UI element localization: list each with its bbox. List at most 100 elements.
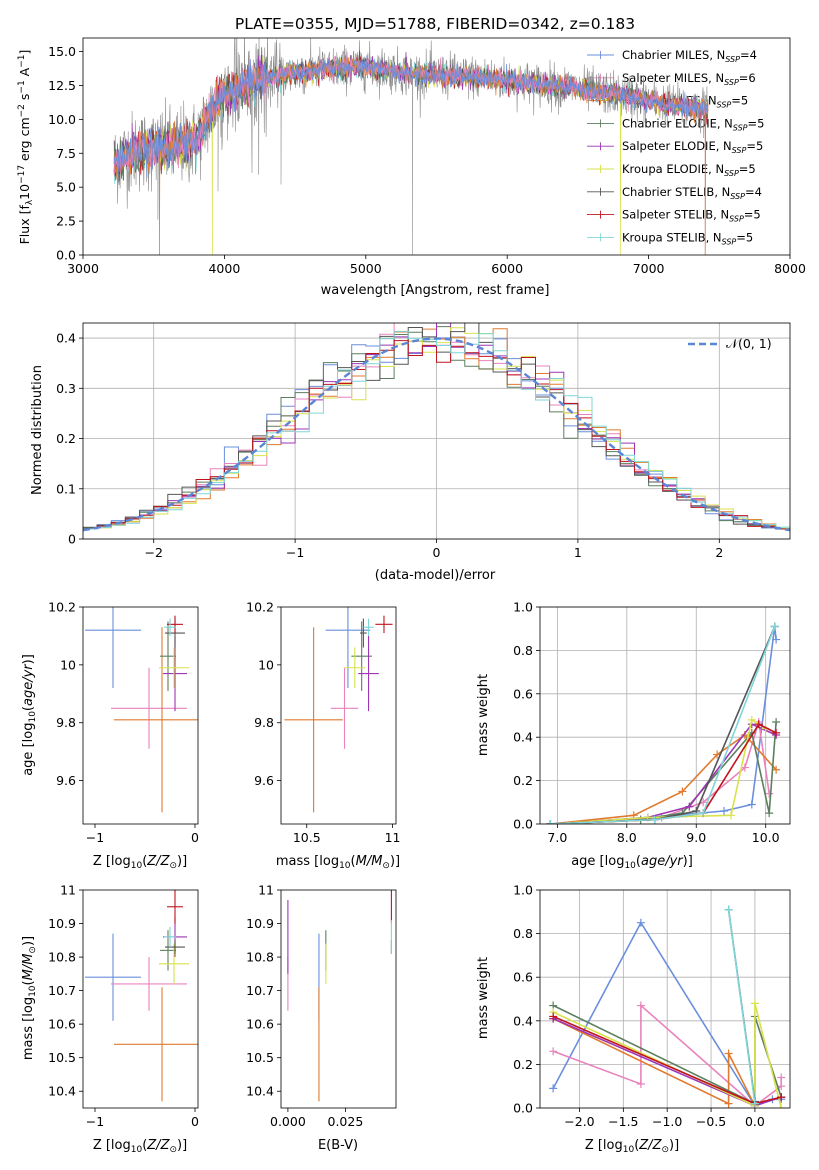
weight_vs_Z-axes: −2.0 −1.5 −1.0 −0.5 0.0 0.0 0.2 0.4 0.6 0.8 1.0 (513, 883, 791, 1129)
age_vs_mass-plot-area (284, 607, 393, 813)
weight_vs_Z-ytick-label: 0.0 (513, 1101, 533, 1116)
spectrum-line-observed (113, 38, 709, 255)
weight_vs_Z-line-kroupa_stelib (727, 909, 756, 1104)
mass_vs_Z-ytick-label: 10.4 (48, 1084, 76, 1099)
age_vs_mass-ytick-label: 9.8 (254, 715, 274, 730)
mass_vs_ebv-ytick-label: 10.6 (246, 1017, 274, 1032)
weight_vs_age-marker-chabrier_elodie (765, 809, 774, 818)
residuals-plot-area (83, 323, 790, 539)
panels: 3000 4000 5000 6000 7000 80000.02.55.07.510.0… (48, 37, 806, 1130)
spectrum-frame (82, 37, 791, 256)
mass_vs_ebv-xtick-label: 0.025 (328, 1114, 364, 1129)
mass_vs_Z-ytick-label: 10.5 (48, 1050, 76, 1065)
mass_vs_ebv-ytick-label: 10.5 (246, 1050, 274, 1065)
weight_vs_age-marker-salpeter_stelib (754, 720, 763, 729)
age_vs_mass-frame (280, 606, 397, 825)
age-vs-mass-xlabel: mass [log10(M/M⊙)] (276, 854, 400, 871)
weight_vs_Z-line-kroupa_miles (552, 1017, 756, 1107)
legend-label-chabrier_miles: Chabrier MILES, NSSP=4 (622, 48, 757, 64)
mass_vs_ebv-ytick-label: 11 (258, 883, 274, 898)
age_vs_mass-point-salpeter_stelib (375, 615, 393, 634)
age_vs_Z-point-kroupa_stelib (164, 618, 176, 636)
weight_vs_age-marker-salpeter_stelib (772, 728, 781, 737)
spectrum-xlabel: wavelength [Angstrom, rest frame] (321, 283, 550, 298)
age_vs_Z-xtick-label: −1 (86, 830, 104, 845)
age_vs_mass-point-kroupa_stelib (363, 618, 374, 636)
mass_vs_ebv-frame (280, 889, 397, 1109)
age_vs_Z-point-chabrier_miles (85, 607, 141, 689)
weight_vs_age-marker-kroupa_elodie (726, 811, 735, 820)
age_vs_Z-point-salpeter_elodie (163, 635, 187, 712)
weight_vs_Z-xtick-label: −2.0 (564, 1114, 594, 1129)
spectrum-line-kroupa_miles (113, 57, 709, 255)
spectrum-ytick-label: 12.5 (48, 78, 76, 93)
spectrum-axes: 3000 4000 5000 6000 7000 8000 0.0 2.5 5.0 7.5 10.0… (48, 37, 806, 276)
age_vs_Z-point-kroupa_elodie (159, 647, 189, 689)
spectrum-line-chabrier_miles (113, 55, 709, 179)
weight_vs_Z-ytick-label: 0.4 (513, 1013, 533, 1028)
mass_vs_Z-plot-area (85, 890, 198, 1102)
weight_vs_age-marker-chabrier_elodie (772, 718, 781, 727)
weight_vs_age-xtick-label: 10.0 (752, 830, 780, 845)
age_vs_mass-point-kroupa_elodie (344, 647, 366, 689)
weight_vs_Z-marker-salpeter_miles (777, 1082, 786, 1091)
age_vs_Z-frame (82, 606, 199, 825)
age_vs_mass-axes: 10.5 11 9.6 9.8 10 10.2 (246, 600, 401, 846)
weight_vs_age-marker-kroupa_elodie (747, 715, 756, 724)
weight_vs_Z-xtick-label: −0.5 (696, 1114, 726, 1129)
residuals-axes: −2 −1 0 1 2 0 0.1 0.2 0.3 0.4 (56, 322, 791, 560)
residuals-xtick-label: 0 (433, 545, 441, 560)
mass_vs_ebv-ytick-label: 10.8 (246, 950, 274, 965)
age_vs_mass-point-salpeter_miles (330, 667, 359, 749)
spectrum-ytick-label: 7.5 (56, 146, 76, 161)
weight_vs_Z-marker-kroupa_stelib (750, 1099, 759, 1108)
mass_vs_ebv-ytick-label: 10.7 (246, 983, 274, 998)
residuals-ytick-label: 0.4 (56, 331, 76, 346)
weight_vs_Z-marker-chabrier_miles (549, 1084, 558, 1093)
residuals-legend: 𝒩(0, 1) (688, 336, 772, 351)
weight_vs_Z-xtick-label: −1.0 (652, 1114, 682, 1129)
weight_vs_age-line-chabrier_miles (550, 626, 777, 824)
age-vs-Z-xlabel: Z [log10(Z/Z⊙)] (93, 854, 187, 871)
weight_vs_Z-marker-kroupa_miles (724, 1049, 733, 1058)
weight_vs_Z-marker-kroupa_elodie (750, 999, 759, 1008)
weight_vs_age-marker-kroupa_stelib (770, 622, 779, 631)
weight_vs_age-xtick-label: 9.0 (686, 830, 706, 845)
weight_vs_Z-marker-chabrier_miles (636, 918, 645, 927)
weight_vs_age-marker-kroupa_stelib (650, 815, 659, 824)
mass_vs_Z-point-salpeter_miles (111, 957, 187, 1011)
spectrum-ytick-label: 0.0 (56, 248, 76, 263)
residuals-xtick-label: −2 (144, 545, 162, 560)
residuals-xlabel: (data-model)/error (375, 568, 496, 583)
weight_vs_age-ytick-label: 0.6 (513, 686, 533, 701)
age_vs_Z-ytick-label: 10 (60, 657, 76, 672)
legend-label-kroupa_elodie: Kroupa ELODIE, NSSP=5 (622, 162, 756, 178)
residuals-frame (82, 322, 791, 540)
age_vs_mass-xtick-label: 11 (385, 830, 401, 845)
weight_vs_age-ytick-label: 0.0 (513, 817, 533, 832)
mass_vs_Z-point-chabrier_miles (85, 933, 141, 1021)
mass_vs_Z-point-kroupa_miles (114, 987, 198, 1102)
spectrum-ytick-label: 5.0 (56, 180, 76, 195)
weight_vs_Z-ytick-label: 0.8 (513, 926, 533, 941)
spectrum-xtick-label: 4000 (208, 261, 240, 276)
mass_vs_ebv-axes: 0.000 0.025 10.4 10.5 10.6 10.7 10.8 10.9 11 (246, 883, 397, 1129)
age_vs_mass-xtick-label: 10.5 (293, 830, 321, 845)
spectrum-xtick-label: 8000 (774, 261, 806, 276)
legend-label-kroupa_stelib: Kroupa STELIB, NSSP=5 (622, 230, 753, 246)
mass_vs_Z-ytick-label: 10.7 (48, 983, 76, 998)
mass_vs_Z-axes: −1 0 10.4 10.5 10.6 10.7 10.8 10.9 11 (48, 883, 199, 1130)
age_vs_mass-point-kroupa_miles (284, 627, 343, 813)
age_vs_Z-xtick-label: 0 (191, 830, 199, 845)
residuals-xtick-label: 2 (715, 545, 723, 560)
residuals-xtick-label: 1 (574, 545, 582, 560)
age_vs_mass-ytick-label: 10 (258, 657, 274, 672)
age_vs_Z-point-salpeter_stelib (167, 615, 183, 634)
weight_vs_age-marker-chabrier_miles (720, 806, 729, 815)
spectrum-title: PLATE=0355, MJD=51788, FIBERID=0342, z=0… (235, 15, 635, 33)
age_vs_Z-axes: −1 0 9.6 9.8 10 10.2 (48, 600, 199, 846)
weight_vs_age-frame (539, 606, 791, 825)
weight_vs_Z-xtick-label: 0.0 (745, 1114, 765, 1129)
spectrum-xtick-label: 5000 (350, 261, 382, 276)
weight_vs_Z-frame (539, 889, 791, 1109)
